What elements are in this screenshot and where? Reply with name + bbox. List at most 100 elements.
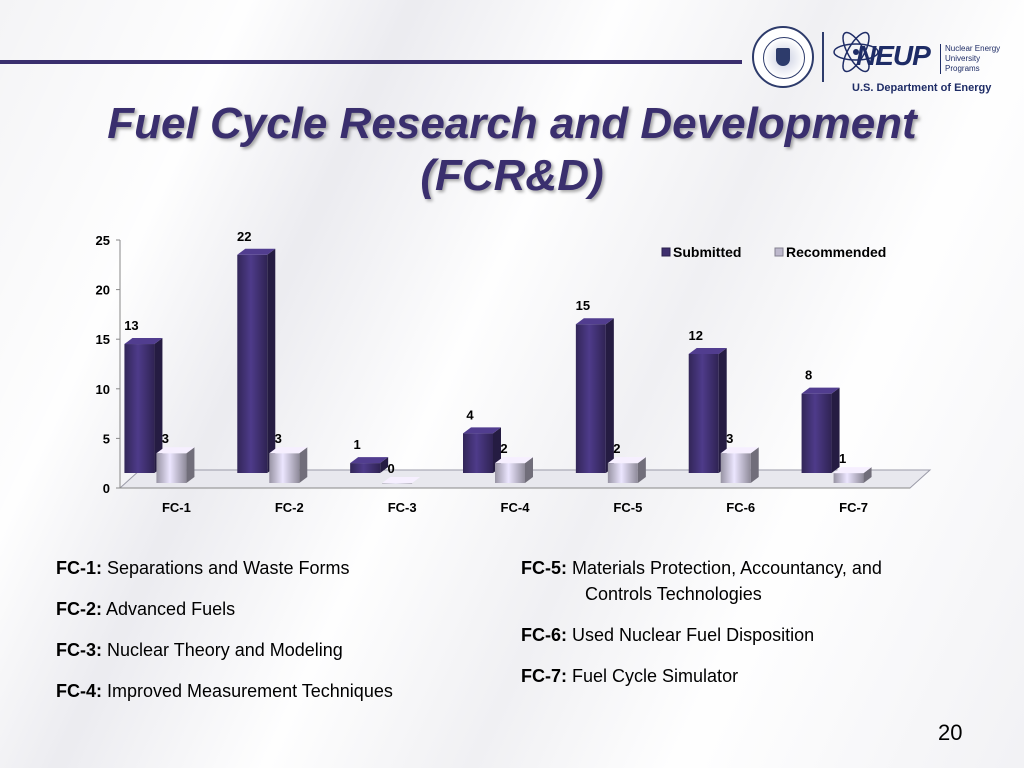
- definition-text: Advanced Fuels: [106, 599, 236, 619]
- submitted-bar-side: [605, 318, 614, 473]
- definition-text: Used Nuclear Fuel Disposition: [572, 625, 815, 645]
- recommended-bar-side: [525, 457, 533, 483]
- definition-text: Nuclear Theory and Modeling: [107, 640, 343, 660]
- definition-code: FC-6:: [521, 625, 567, 645]
- submitted-value-label: 22: [237, 229, 251, 244]
- x-tick-label: FC-1: [162, 500, 191, 515]
- recommended-bar-side: [863, 467, 872, 483]
- y-tick-label: 25: [96, 233, 110, 248]
- submitted-value-label: 12: [688, 328, 702, 343]
- definition-code: FC-4:: [56, 681, 102, 701]
- recommended-bar-top: [269, 447, 308, 454]
- recommended-bar-top: [607, 457, 646, 464]
- atom-icon: [833, 31, 879, 73]
- definition-item: FC-7: Fuel Cycle Simulator: [521, 663, 738, 689]
- submitted-bar: [350, 463, 381, 473]
- submitted-value-label: 13: [124, 318, 138, 333]
- y-tick-label: 10: [96, 382, 110, 397]
- neup-brand: NEUP: [856, 40, 931, 71]
- recommended-bar: [495, 463, 525, 483]
- recommended-bar-top: [156, 447, 195, 454]
- y-tick-label: 0: [103, 481, 110, 496]
- submitted-value-label: 8: [805, 368, 812, 383]
- submitted-bar-top: [350, 457, 389, 464]
- recommended-bar-side: [186, 447, 195, 483]
- logo-divider: [822, 32, 824, 82]
- submitted-bar-side: [831, 387, 840, 473]
- title-line-1: Fuel Cycle Research and Development: [107, 99, 917, 148]
- page-number: 20: [938, 720, 963, 745]
- legend-swatch: [774, 247, 784, 257]
- definition-text-continued: Controls Technologies: [585, 584, 762, 604]
- definition-text: Separations and Waste Forms: [107, 558, 350, 578]
- definition-code: FC-1:: [56, 558, 102, 578]
- definition-code: FC-5:: [521, 558, 567, 578]
- x-tick-label: FC-5: [613, 500, 642, 515]
- definition-item: FC-2: Advanced Fuels: [56, 596, 235, 622]
- definition-item: FC-4: Improved Measurement Techniques: [56, 678, 393, 704]
- recommended-bar-top: [495, 457, 533, 464]
- x-tick-label: FC-7: [839, 500, 868, 515]
- recommended-value-label: 2: [613, 441, 620, 456]
- recommended-bar: [720, 453, 751, 483]
- recommended-value-label: 3: [162, 431, 169, 446]
- definition-item: FC-1: Separations and Waste Forms: [56, 555, 349, 581]
- legend-label: Submitted: [673, 244, 741, 260]
- submitted-bar-top: [237, 248, 276, 255]
- recommended-bar-top: [382, 477, 421, 483]
- y-tick-label: 15: [96, 332, 110, 347]
- recommended-bar-side: [299, 447, 308, 483]
- definition-text: Improved Measurement Techniques: [107, 681, 393, 701]
- page-title: Fuel Cycle Research and Development (FCR…: [0, 98, 1024, 202]
- header-rule: [0, 60, 742, 64]
- definition-code: FC-7:: [521, 666, 567, 686]
- definition-code: FC-2:: [56, 599, 102, 619]
- submitted-value-label: 4: [466, 407, 474, 422]
- legend-swatch: [661, 247, 671, 257]
- definition-code: FC-3:: [56, 640, 102, 660]
- submitted-bar-side: [718, 347, 727, 473]
- submitted-bar-top: [688, 347, 727, 354]
- submitted-bar: [463, 433, 493, 473]
- recommended-value-label: 1: [839, 451, 846, 466]
- recommended-bar-top: [833, 467, 872, 474]
- y-tick-label: 5: [103, 431, 110, 446]
- recommended-value-label: 2: [500, 441, 507, 456]
- submitted-bar-side: [154, 338, 163, 473]
- submitted-bar: [801, 393, 832, 473]
- submitted-bar-top: [124, 338, 163, 345]
- submitted-value-label: 1: [354, 437, 361, 452]
- submitted-bar-top: [463, 427, 501, 434]
- submitted-bar: [688, 353, 719, 473]
- submitted-bar-top: [801, 387, 840, 394]
- submitted-bar-top: [575, 318, 614, 325]
- recommended-bar-side: [637, 457, 646, 483]
- header-logo: NEUP Nuclear Energy University Programs …: [752, 24, 1012, 96]
- recommended-bar: [156, 453, 187, 483]
- definition-text: Fuel Cycle Simulator: [572, 666, 739, 686]
- bar-chart: 0510152025FC-1133FC-2223FC-310FC-442FC-5…: [96, 229, 932, 515]
- x-tick-label: FC-4: [501, 500, 531, 515]
- submitted-bar: [575, 324, 606, 473]
- doe-seal-icon: [752, 26, 814, 88]
- definition-text: Materials Protection, Accountancy, and: [572, 558, 882, 578]
- neup-subtitle-line1: Nuclear Energy: [945, 44, 1001, 53]
- recommended-bar: [382, 483, 413, 484]
- recommended-bar: [607, 463, 638, 483]
- legend-label: Recommended: [786, 244, 886, 260]
- submitted-bar: [124, 344, 155, 473]
- doe-org-name: U.S. Department of Energy: [852, 82, 992, 94]
- recommended-bar: [833, 473, 864, 483]
- title-line-2: (FCR&D): [420, 151, 604, 200]
- x-tick-label: FC-6: [726, 500, 755, 515]
- neup-subtitle: Nuclear Energy University Programs: [940, 44, 1015, 74]
- submitted-bar-side: [380, 457, 389, 473]
- recommended-value-label: 0: [388, 461, 395, 476]
- recommended-bar-top: [720, 447, 759, 454]
- x-tick-label: FC-3: [388, 500, 417, 515]
- submitted-bar-side: [267, 248, 276, 473]
- x-tick-label: FC-2: [275, 500, 304, 515]
- recommended-value-label: 3: [275, 431, 282, 446]
- submitted-value-label: 15: [576, 298, 590, 313]
